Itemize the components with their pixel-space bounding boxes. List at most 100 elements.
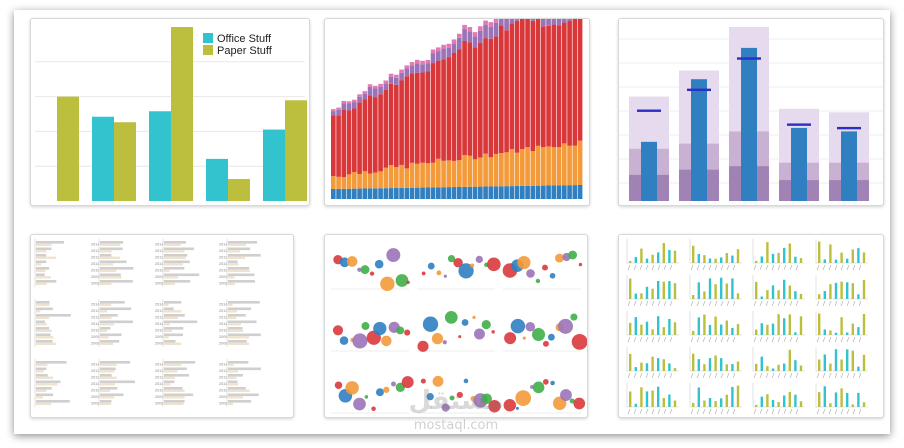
h-bar xyxy=(100,402,112,405)
h-bar xyxy=(164,342,182,345)
v-bar xyxy=(799,365,803,371)
h-bar xyxy=(100,256,121,259)
bubble xyxy=(491,330,495,334)
target-marker xyxy=(687,88,711,92)
stack-segment xyxy=(378,86,383,95)
stacked-area-chart-card xyxy=(324,18,590,206)
stack-segment xyxy=(499,19,504,26)
tick-label xyxy=(708,264,712,271)
tick-label xyxy=(834,264,838,271)
h-bar xyxy=(36,280,57,283)
h-bar xyxy=(36,320,45,324)
h-bar xyxy=(228,282,236,285)
h-bar xyxy=(100,307,132,311)
v-bar xyxy=(829,403,832,407)
year-label: 2011 xyxy=(219,382,227,386)
stack-segment xyxy=(394,187,399,199)
h-bar xyxy=(36,342,57,345)
tick-label xyxy=(627,264,631,271)
v-bar xyxy=(673,368,677,371)
bubble xyxy=(422,316,439,332)
tick-label xyxy=(840,372,844,379)
stack-segment xyxy=(394,84,399,168)
stack-segment xyxy=(451,187,457,199)
stack-segment xyxy=(509,19,515,24)
stack-segment xyxy=(467,186,473,199)
h-bar xyxy=(36,363,48,366)
tick-label xyxy=(828,264,832,271)
bubble xyxy=(417,340,429,352)
tick-label xyxy=(789,264,793,271)
v-bar xyxy=(755,329,758,335)
stack-segment xyxy=(367,188,373,199)
v-bar xyxy=(736,293,740,299)
h-bar xyxy=(164,316,178,319)
h-bar xyxy=(164,396,185,399)
h-bar xyxy=(100,282,112,285)
tick-label xyxy=(765,336,769,343)
tick-label xyxy=(708,408,712,415)
bubble xyxy=(396,326,405,335)
stack-segment xyxy=(446,43,452,48)
v-bar xyxy=(651,288,654,299)
h-bar xyxy=(228,380,238,384)
stack-segment xyxy=(562,143,567,186)
v-bar xyxy=(846,349,849,371)
v-bar xyxy=(703,400,706,407)
h-bar xyxy=(100,387,118,390)
stack-segment xyxy=(546,146,551,186)
year-label: 2011 xyxy=(219,322,227,326)
h-bar xyxy=(36,333,51,337)
bubble xyxy=(532,381,545,394)
bubble xyxy=(475,255,483,264)
watermark: مستقل mostaql.com xyxy=(396,386,516,440)
tick-label xyxy=(633,408,637,415)
v-bar xyxy=(799,401,803,407)
year-label: 2008 xyxy=(91,282,99,286)
tick-label xyxy=(651,300,655,307)
tick-label xyxy=(795,264,799,271)
stack-segment xyxy=(383,80,389,84)
h-bar xyxy=(164,256,186,259)
stack-segment xyxy=(504,30,509,153)
h-bar xyxy=(164,250,185,253)
year-label: 2008 xyxy=(155,282,163,286)
stack-segment xyxy=(357,188,362,199)
h-bar xyxy=(228,367,261,371)
stack-segment xyxy=(562,22,567,144)
h-bar xyxy=(36,402,52,405)
stack-segment xyxy=(451,39,457,44)
v-bar xyxy=(862,279,866,299)
h-bar xyxy=(164,380,175,384)
bubble xyxy=(339,257,350,268)
h-bar xyxy=(36,387,52,390)
v-bar xyxy=(783,279,786,299)
v-bar xyxy=(818,392,821,407)
v-bar xyxy=(755,363,758,371)
year-label: 2012 xyxy=(155,376,163,380)
stack-segment xyxy=(383,83,389,90)
tick-label xyxy=(639,408,643,415)
stack-segment xyxy=(362,99,368,172)
tick-label xyxy=(690,300,694,307)
year-label: 2010 xyxy=(91,269,99,273)
stack-segment xyxy=(362,91,368,94)
bubble xyxy=(386,248,401,263)
bubble-multiples-svg xyxy=(331,248,587,414)
year-label: 2013 xyxy=(155,309,163,313)
h-bar xyxy=(36,247,52,251)
h-bar xyxy=(100,340,120,343)
year-label: 2008 xyxy=(219,282,227,286)
h-bar xyxy=(228,376,237,379)
tick-label xyxy=(669,408,673,415)
h-bar xyxy=(228,273,255,277)
bubble xyxy=(380,276,395,292)
h-bar xyxy=(100,363,117,366)
h-bar xyxy=(228,393,259,397)
stack-segment xyxy=(499,186,504,199)
stack-segment xyxy=(367,86,373,96)
v-bar xyxy=(823,291,826,299)
tick-label xyxy=(633,336,637,343)
year-label: 2012 xyxy=(91,376,99,380)
stack-segment xyxy=(478,157,483,187)
